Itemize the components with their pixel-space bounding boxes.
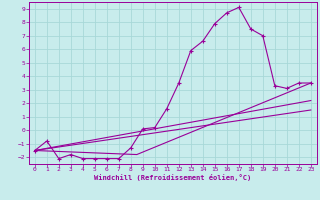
X-axis label: Windchill (Refroidissement éolien,°C): Windchill (Refroidissement éolien,°C) [94, 174, 252, 181]
